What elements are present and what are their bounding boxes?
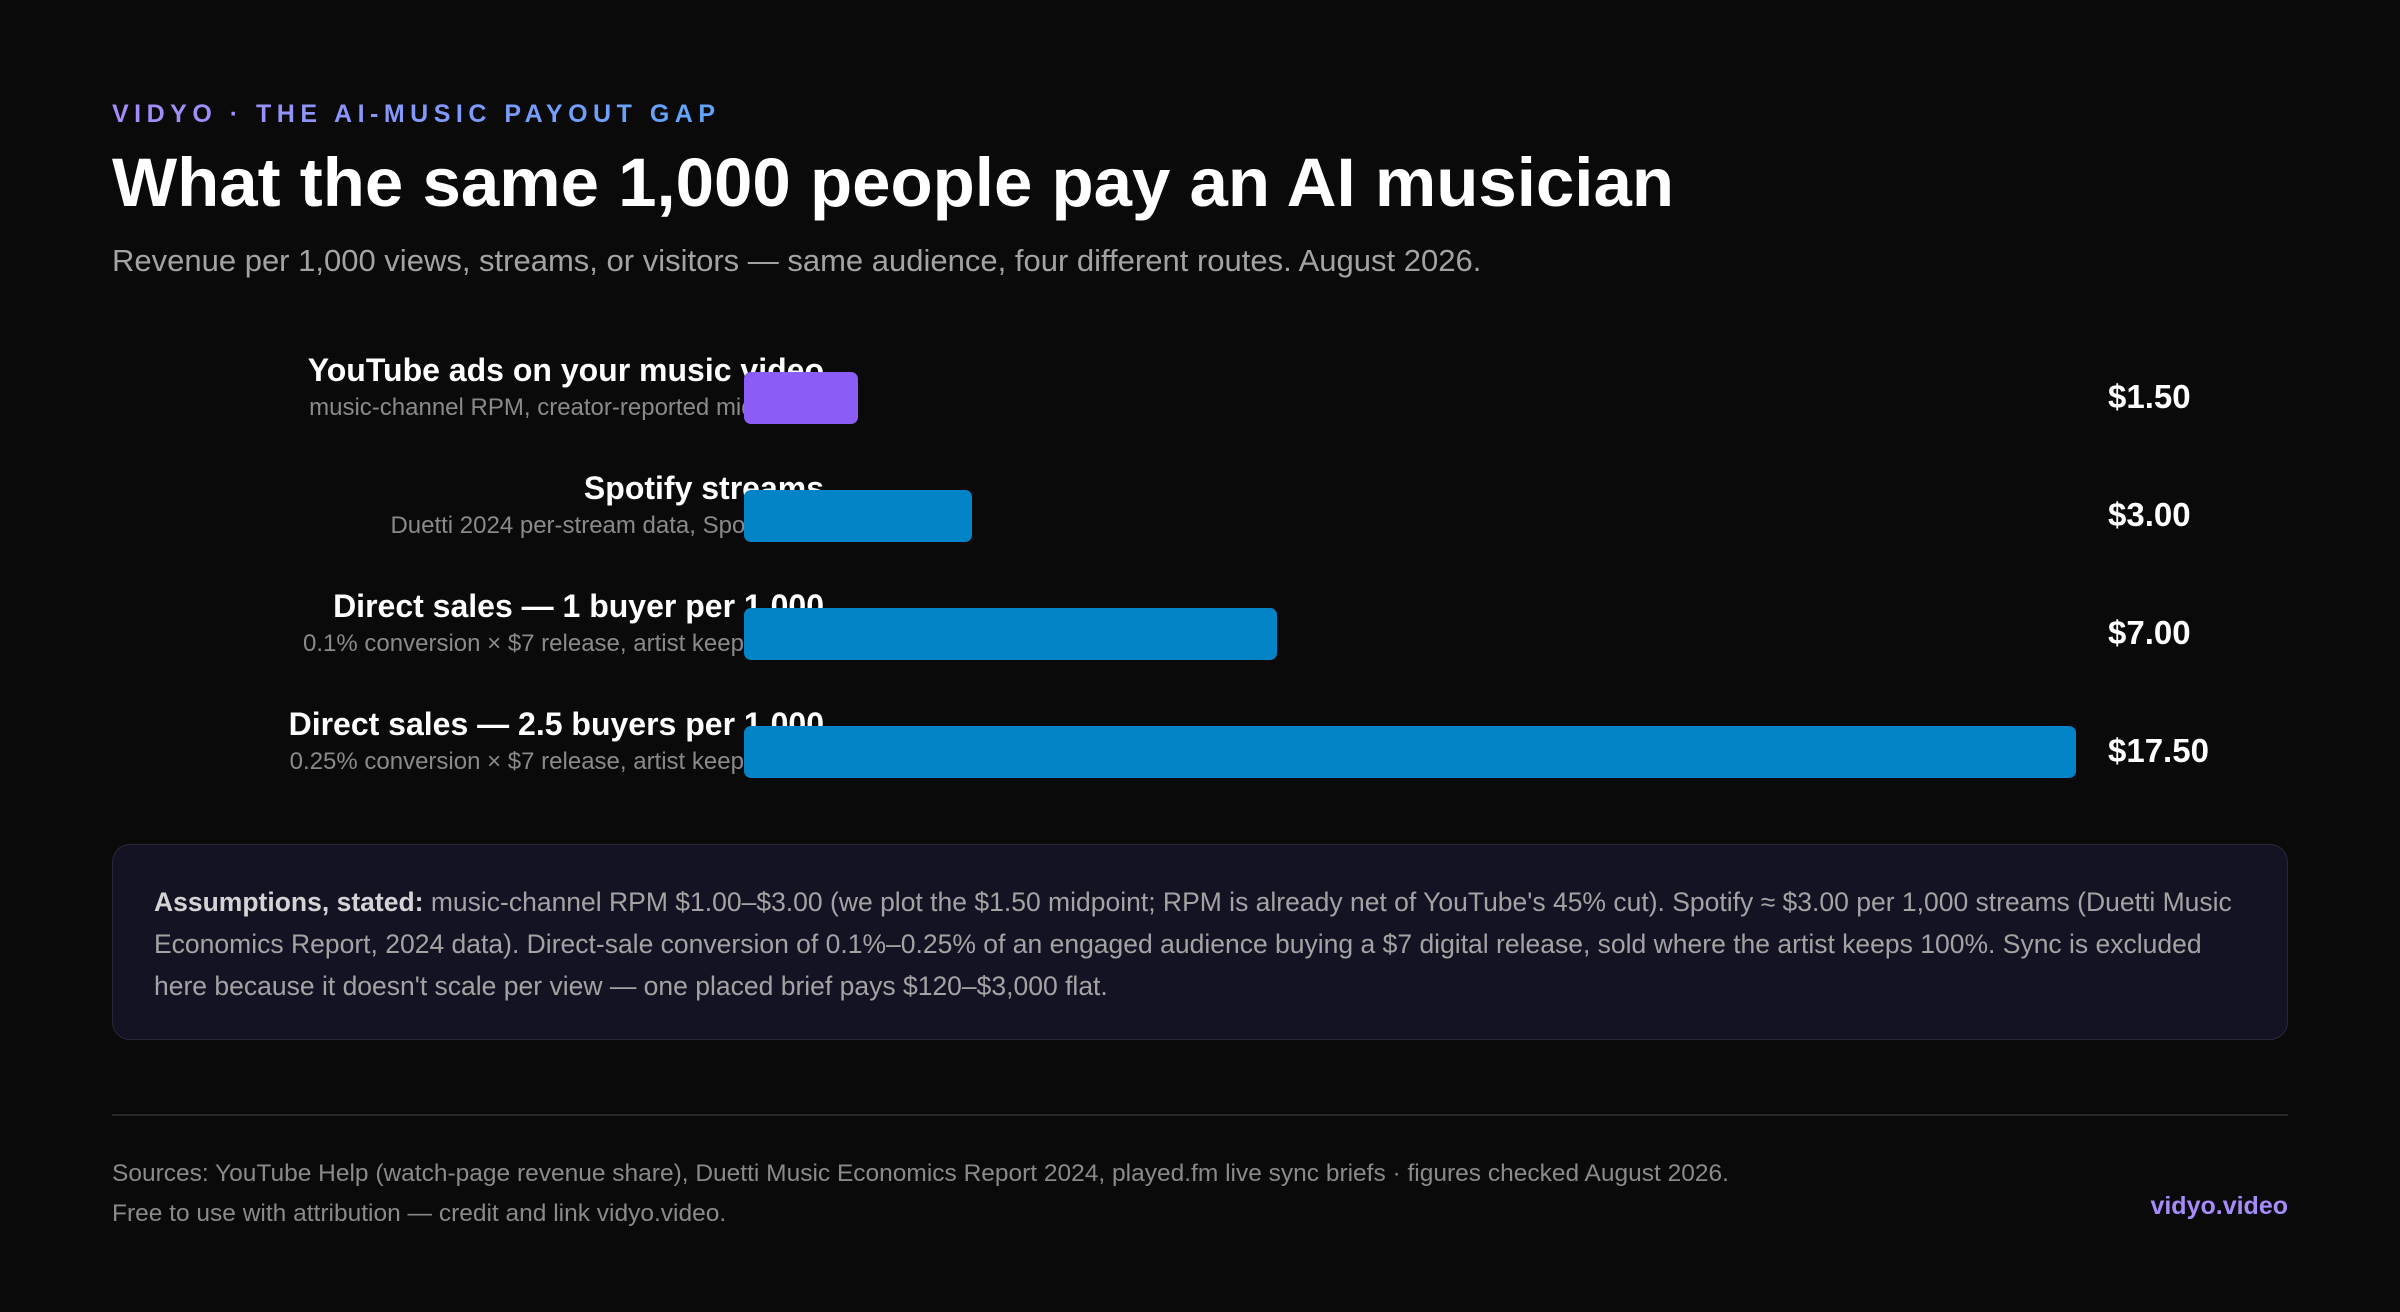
bar-row: Spotify streams Duetti 2024 per-stream da… <box>112 468 2288 586</box>
bar-label-block: YouTube ads on your music video music-cha… <box>124 350 824 426</box>
category-note: 0.1% conversion × $7 release, artist kee… <box>303 630 824 657</box>
category-label: YouTube ads on your music video <box>307 352 824 388</box>
bar-label-block: Direct sales — 2.5 buyers per 1,000 0.25%… <box>124 704 824 780</box>
value-label: $3.00 <box>2108 496 2191 533</box>
category-label: Direct sales — 1 buyer per 1,000 <box>333 588 824 624</box>
bar-chart: YouTube ads on your music video music-cha… <box>112 350 2288 800</box>
value-label: $1.50 <box>2108 378 2191 415</box>
category-note: Duetti 2024 per-stream data, Spotify rat… <box>390 512 824 539</box>
eyebrow-kicker: VIDYO · THE AI-MUSIC PAYOUT GAP <box>112 100 721 128</box>
bar-label-block: Direct sales — 1 buyer per 1,000 0.1% con… <box>124 586 824 662</box>
bar-track <box>744 726 2076 778</box>
brand-link[interactable]: vidyo.video <box>2150 1192 2288 1220</box>
infographic: VIDYO · THE AI-MUSIC PAYOUT GAP What the… <box>112 0 2288 1312</box>
page-subtitle: Revenue per 1,000 views, streams, or vis… <box>112 243 1482 278</box>
category-note: music-channel RPM, creator-reported mid-… <box>309 394 824 421</box>
assumptions-box: Assumptions, stated: music-channel RPM $… <box>112 844 2288 1040</box>
bar-label-block: Spotify streams Duetti 2024 per-stream da… <box>124 468 824 544</box>
footer-sources: Sources: YouTube Help (watch-page revenu… <box>112 1154 1729 1234</box>
value-label: $7.00 <box>2108 614 2191 651</box>
bar-track <box>744 608 2076 660</box>
bar-row: Direct sales — 2.5 buyers per 1,000 0.25%… <box>112 704 2288 822</box>
sources-line: Sources: YouTube Help (watch-page revenu… <box>112 1160 1729 1187</box>
footer-divider <box>112 1114 2288 1116</box>
assumptions-text: music-channel RPM $1.00–$3.00 (we plot t… <box>154 887 2232 1001</box>
bar-track <box>744 490 2076 542</box>
category-label: Spotify streams <box>583 470 824 506</box>
page-title: What the same 1,000 people pay an AI mus… <box>112 144 1674 221</box>
bar <box>744 372 858 424</box>
bar-row: Direct sales — 1 buyer per 1,000 0.1% con… <box>112 586 2288 704</box>
bar-row: YouTube ads on your music video music-cha… <box>112 350 2288 468</box>
license-line: Free to use with attribution — credit an… <box>112 1200 727 1227</box>
bar-track <box>744 372 2076 424</box>
category-label: Direct sales — 2.5 buyers per 1,000 <box>288 706 824 742</box>
assumptions-lead: Assumptions, stated: <box>154 887 424 917</box>
category-note: 0.25% conversion × $7 release, artist ke… <box>289 748 824 775</box>
bar <box>744 490 972 542</box>
bar <box>744 608 1277 660</box>
value-label: $17.50 <box>2108 732 2209 769</box>
bar <box>744 726 2076 778</box>
